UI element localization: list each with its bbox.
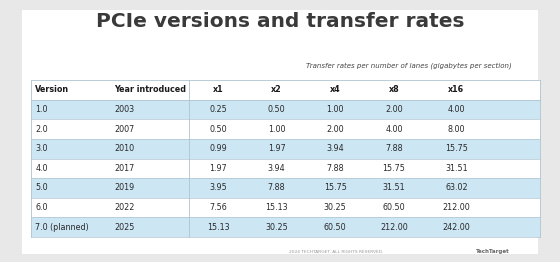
Text: 3.94: 3.94	[326, 144, 344, 153]
Text: 1.97: 1.97	[268, 144, 286, 153]
Text: x16: x16	[448, 85, 464, 94]
Text: 1.0: 1.0	[35, 105, 48, 114]
Text: Version: Version	[35, 85, 69, 94]
Text: 7.56: 7.56	[209, 203, 227, 212]
Text: 1.97: 1.97	[209, 164, 227, 173]
Text: 2019: 2019	[114, 183, 134, 193]
Text: 5.0: 5.0	[35, 183, 48, 193]
Text: 2025: 2025	[114, 223, 134, 232]
Text: 7.0 (planned): 7.0 (planned)	[35, 223, 89, 232]
Text: 60.50: 60.50	[382, 203, 405, 212]
Text: 30.25: 30.25	[265, 223, 288, 232]
Text: 15.75: 15.75	[382, 164, 405, 173]
Text: 7.88: 7.88	[268, 183, 286, 193]
Text: x8: x8	[389, 85, 399, 94]
Text: x4: x4	[330, 85, 340, 94]
Text: 212.00: 212.00	[380, 223, 408, 232]
Text: 0.50: 0.50	[268, 105, 286, 114]
Text: 15.13: 15.13	[265, 203, 288, 212]
Text: 31.51: 31.51	[382, 183, 405, 193]
Text: x1: x1	[213, 85, 223, 94]
Text: 6.0: 6.0	[35, 203, 48, 212]
Text: 1.00: 1.00	[326, 105, 344, 114]
Text: 4.0: 4.0	[35, 164, 48, 173]
Text: x2: x2	[271, 85, 282, 94]
Text: 7.88: 7.88	[326, 164, 344, 173]
Text: 3.95: 3.95	[209, 183, 227, 193]
Text: 3.0: 3.0	[35, 144, 48, 153]
Text: 3.94: 3.94	[268, 164, 286, 173]
Text: 2017: 2017	[114, 164, 134, 173]
Text: TechTarget: TechTarget	[476, 249, 510, 254]
Text: 0.25: 0.25	[209, 105, 227, 114]
Text: 8.00: 8.00	[447, 124, 465, 134]
Text: 2022: 2022	[114, 203, 134, 212]
Text: 0.99: 0.99	[209, 144, 227, 153]
Text: 2003: 2003	[114, 105, 134, 114]
Text: 30.25: 30.25	[324, 203, 347, 212]
Text: 15.75: 15.75	[445, 144, 468, 153]
Text: 2024 TECHTARGET. ALL RIGHTS RESERVED.: 2024 TECHTARGET. ALL RIGHTS RESERVED.	[289, 249, 383, 254]
Text: 2010: 2010	[114, 144, 134, 153]
Text: 1.00: 1.00	[268, 124, 286, 134]
Text: 242.00: 242.00	[442, 223, 470, 232]
Text: 31.51: 31.51	[445, 164, 468, 173]
Text: 0.50: 0.50	[209, 124, 227, 134]
Text: PCIe versions and transfer rates: PCIe versions and transfer rates	[96, 12, 464, 31]
Text: 2007: 2007	[114, 124, 134, 134]
Text: 63.02: 63.02	[445, 183, 468, 193]
Text: 212.00: 212.00	[442, 203, 470, 212]
Text: 60.50: 60.50	[324, 223, 347, 232]
Text: Year introduced: Year introduced	[114, 85, 186, 94]
Text: Transfer rates per number of lanes (gigabytes per section): Transfer rates per number of lanes (giga…	[306, 63, 512, 69]
Text: 2.0: 2.0	[35, 124, 48, 134]
Text: 2.00: 2.00	[326, 124, 344, 134]
Text: 2.00: 2.00	[385, 105, 403, 114]
Text: 15.13: 15.13	[207, 223, 230, 232]
Text: 4.00: 4.00	[447, 105, 465, 114]
Text: 15.75: 15.75	[324, 183, 347, 193]
Text: 7.88: 7.88	[385, 144, 403, 153]
Text: 4.00: 4.00	[385, 124, 403, 134]
